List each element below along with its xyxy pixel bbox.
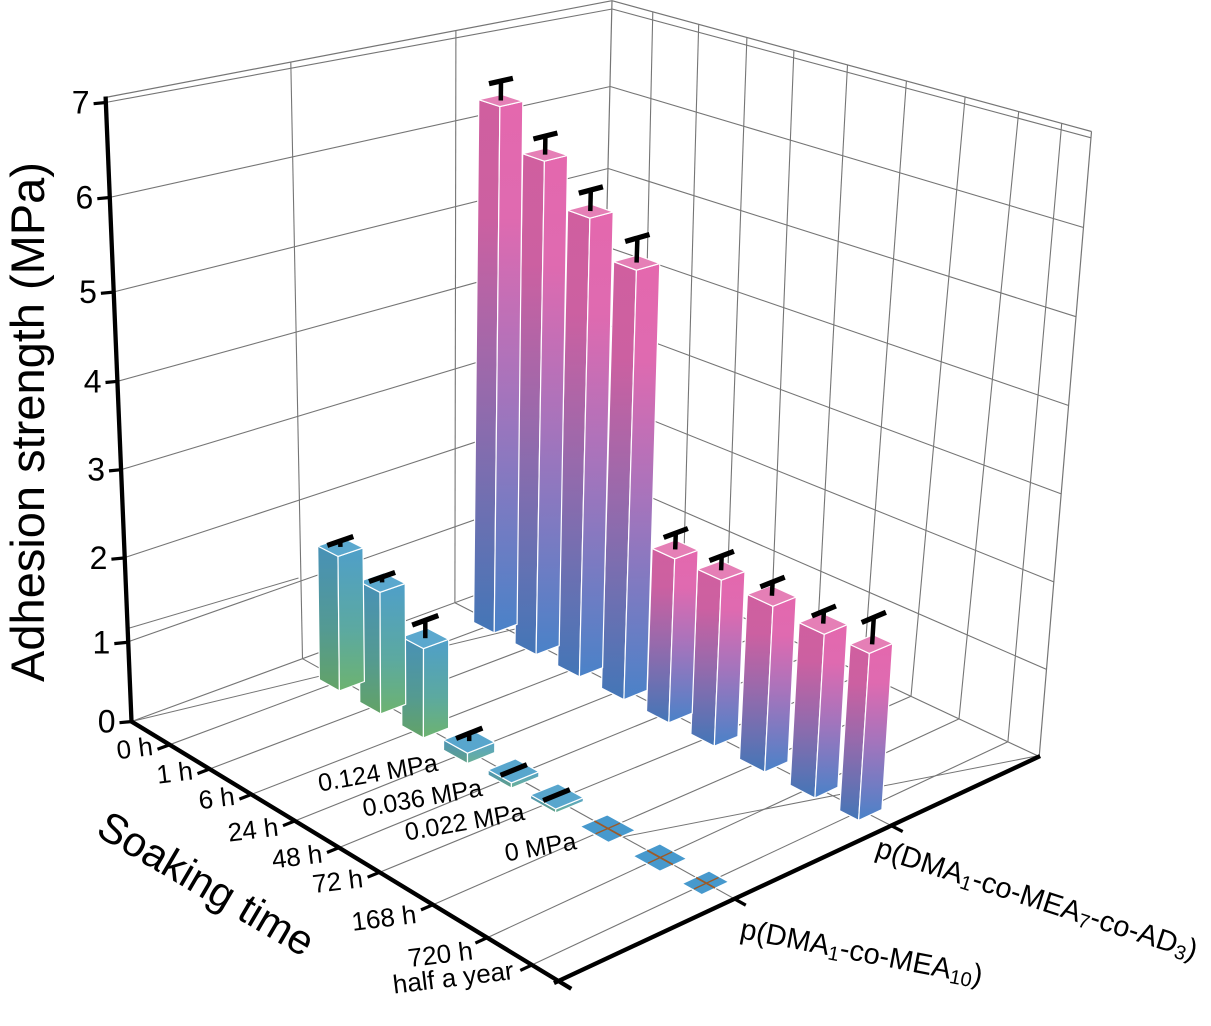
svg-text:5: 5: [79, 274, 97, 310]
svg-text:1 h: 1 h: [155, 755, 195, 789]
svg-text:6 h: 6 h: [197, 781, 237, 815]
svg-text:0 h: 0 h: [115, 731, 155, 765]
svg-text:4: 4: [84, 363, 102, 399]
svg-text:6: 6: [76, 180, 94, 216]
svg-text:1: 1: [93, 624, 111, 660]
svg-text:3: 3: [87, 452, 105, 488]
svg-text:7: 7: [72, 85, 90, 121]
svg-text:24 h: 24 h: [226, 812, 280, 848]
svg-text:2: 2: [90, 540, 108, 576]
svg-text:Adhesion strength (MPa): Adhesion strength (MPa): [1, 162, 54, 682]
svg-text:0: 0: [98, 704, 116, 740]
svg-text:72 h: 72 h: [311, 863, 365, 899]
